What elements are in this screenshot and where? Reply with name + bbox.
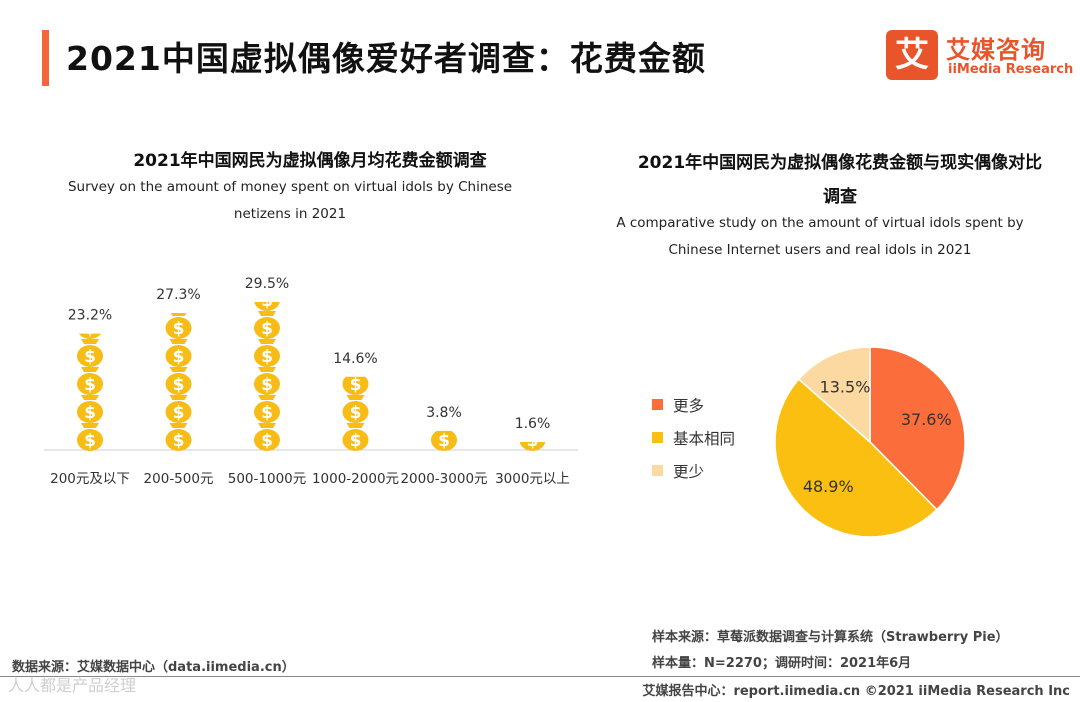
iimedia-logo[interactable]: 艾 艾媒咨询 iiMedia Research <box>886 30 1073 84</box>
title-accent-bar <box>42 30 49 86</box>
bar-value-label: 27.3% <box>156 287 200 303</box>
bar-5: $$ <box>431 430 457 451</box>
money-bag-icon: $ <box>77 423 103 451</box>
svg-text:$: $ <box>173 403 185 423</box>
money-bag-icon: $ <box>431 430 457 451</box>
pie-legend: 更多 基本相同 更少 <box>652 388 735 487</box>
pie-slice-less <box>797 346 871 444</box>
svg-text:$: $ <box>350 431 362 451</box>
logo-text-cn: 艾媒咨询 <box>946 36 1046 64</box>
logo-mark: 艾 <box>886 30 938 80</box>
pie-slice-same <box>774 378 938 538</box>
svg-text:$: $ <box>261 403 273 423</box>
money-bag-icon: $ <box>78 319 102 339</box>
svg-text:$: $ <box>438 431 450 451</box>
money-bag-icon: $ <box>254 367 280 395</box>
legend-swatch-less <box>652 465 663 476</box>
money-bag-icon: $ <box>254 423 280 451</box>
legend-label-more: 更多 <box>673 396 705 415</box>
bar-1: $$$$$$ <box>77 319 103 451</box>
money-bag-icon: $ <box>165 367 192 395</box>
legend-label-less: 更少 <box>673 462 705 481</box>
svg-text:$: $ <box>261 319 273 339</box>
footer-divider <box>0 676 1080 677</box>
legend-item-same: 基本相同 <box>652 421 735 454</box>
category-label: 1000-2000元 <box>312 471 399 487</box>
svg-text:$: $ <box>261 291 273 311</box>
bar-value-label: 1.6% <box>515 416 551 432</box>
svg-text:$: $ <box>84 347 96 367</box>
money-bag-icon: $ <box>342 423 369 451</box>
right-chart-subtitle: A comparative study on the amount of vir… <box>616 215 1024 258</box>
logo-text-en: iiMedia Research <box>948 62 1074 77</box>
sample-source-note: 样本来源：草莓派数据调查与计算系统（Strawberry Pie） <box>652 630 1009 645</box>
category-label: 500-1000元 <box>228 471 307 487</box>
data-source-note: 数据来源：艾媒数据中心（data.iimedia.cn） <box>12 660 295 675</box>
pie-value-label: 37.6% <box>901 410 952 429</box>
bar-3: $$$$$$$ <box>254 291 280 451</box>
svg-text:$: $ <box>84 319 96 339</box>
sample-size-note: 样本量：N=2270；调研时间：2021年6月 <box>652 656 912 671</box>
bar-value-label: 3.8% <box>426 405 462 421</box>
pie-value-label: 13.5% <box>820 378 871 397</box>
money-bag-icon: $ <box>254 311 280 339</box>
money-bag-icon: $ <box>77 395 103 423</box>
svg-text:$: $ <box>84 431 96 451</box>
bar-value-label: 23.2% <box>68 308 112 324</box>
svg-text:$: $ <box>527 431 539 451</box>
svg-text:$: $ <box>173 319 185 339</box>
svg-text:$: $ <box>350 403 362 423</box>
legend-item-less: 更少 <box>652 454 735 487</box>
money-bag-icon: $ <box>165 339 192 367</box>
legend-label-same: 基本相同 <box>673 429 736 448</box>
money-bag-icon: $ <box>519 431 546 451</box>
money-bag-icon: $ <box>254 395 280 423</box>
svg-text:$: $ <box>173 347 185 367</box>
money-bag-icon: $ <box>165 423 192 451</box>
svg-text:$: $ <box>173 375 185 395</box>
category-label: 200-500元 <box>144 471 214 487</box>
pie-slice-more <box>869 346 966 511</box>
category-label: 2000-3000元 <box>400 471 487 487</box>
bar-2: $$$$$$ <box>165 313 192 451</box>
money-bag-icon: $ <box>342 375 369 395</box>
svg-text:$: $ <box>261 347 273 367</box>
money-bag-icon: $ <box>254 291 280 311</box>
money-bag-icon: $ <box>77 367 103 395</box>
svg-text:$: $ <box>261 375 273 395</box>
legend-swatch-same <box>652 432 663 443</box>
page-title: 2021中国虚拟偶像爱好者调查：花费金额 <box>66 39 706 78</box>
money-bag-icon: $ <box>165 395 192 423</box>
svg-text:$: $ <box>261 431 273 451</box>
category-label: 200元及以下 <box>50 471 130 487</box>
bar-4: $$$$ <box>342 375 369 451</box>
pie-value-label: 48.9% <box>803 477 854 496</box>
bar-value-label: 14.6% <box>333 351 377 367</box>
svg-text:$: $ <box>84 403 96 423</box>
left-chart-subtitle: Survey on the amount of money spent on v… <box>67 179 513 222</box>
money-bag-icon: $ <box>254 339 280 367</box>
footer-text: 艾媒报告中心：report.iimedia.cn ©2021 iiMedia R… <box>642 684 1070 699</box>
bar-6: $$ <box>519 431 546 451</box>
category-label: 3000元以上 <box>495 471 570 487</box>
money-bag-icon: $ <box>165 313 192 339</box>
svg-text:$: $ <box>350 375 362 395</box>
left-chart-title: 2021年中国网民为虚拟偶像月均花费金额调查 <box>133 151 487 171</box>
bar-value-label: 29.5% <box>245 276 289 292</box>
watermark: 人人都是产品经理 <box>8 676 137 695</box>
legend-swatch-more <box>652 399 663 410</box>
svg-text:$: $ <box>84 375 96 395</box>
legend-item-more: 更多 <box>652 388 735 421</box>
money-bag-icon: $ <box>77 339 103 367</box>
right-chart-title: 2021年中国网民为虚拟偶像花费金额与现实偶像对比调查 <box>637 153 1043 207</box>
money-bag-icon: $ <box>342 395 369 423</box>
svg-text:$: $ <box>173 431 185 451</box>
